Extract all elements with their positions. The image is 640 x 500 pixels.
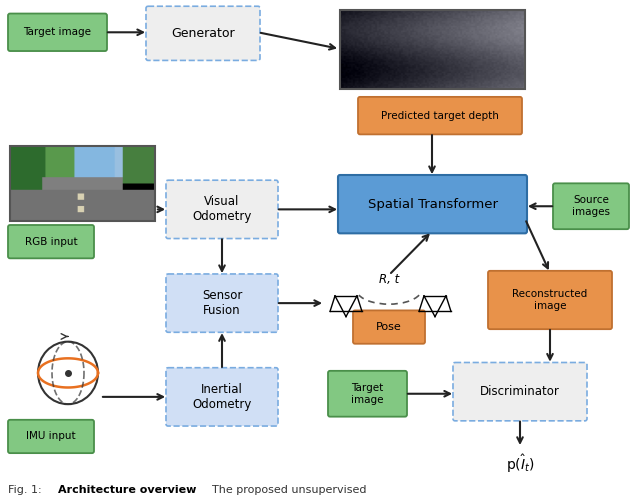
Text: Sensor
Fusion: Sensor Fusion (202, 289, 242, 317)
FancyBboxPatch shape (553, 184, 629, 229)
FancyBboxPatch shape (166, 274, 278, 332)
FancyBboxPatch shape (358, 97, 522, 134)
Text: Visual
Odometry: Visual Odometry (192, 196, 252, 224)
FancyBboxPatch shape (353, 310, 425, 344)
Bar (10, 146, 155, 221)
Text: Spatial Transformer: Spatial Transformer (367, 198, 497, 210)
Text: Inertial
Odometry: Inertial Odometry (192, 383, 252, 411)
Text: Architecture overview: Architecture overview (58, 484, 196, 494)
FancyBboxPatch shape (8, 14, 107, 51)
FancyBboxPatch shape (338, 175, 527, 234)
Text: IMU input: IMU input (26, 432, 76, 442)
Text: Predicted target depth: Predicted target depth (381, 110, 499, 120)
Text: The proposed unsupervised: The proposed unsupervised (205, 484, 367, 494)
Text: RGB input: RGB input (25, 236, 77, 246)
FancyBboxPatch shape (146, 6, 260, 60)
Text: Pose: Pose (376, 322, 402, 332)
Text: Source
images: Source images (572, 196, 610, 217)
Text: Fig. 1:: Fig. 1: (8, 484, 45, 494)
Text: Generator: Generator (171, 27, 235, 40)
FancyBboxPatch shape (8, 225, 94, 258)
Text: R, t: R, t (379, 272, 399, 285)
Text: Target image: Target image (24, 28, 92, 38)
Text: Reconstructed
image: Reconstructed image (513, 289, 588, 311)
Text: p($\hat{I}_t$): p($\hat{I}_t$) (506, 452, 534, 474)
Text: Discriminator: Discriminator (480, 385, 560, 398)
FancyBboxPatch shape (166, 180, 278, 238)
Bar (340, 10, 525, 88)
FancyBboxPatch shape (8, 420, 94, 453)
FancyBboxPatch shape (166, 368, 278, 426)
FancyBboxPatch shape (328, 371, 407, 416)
Text: Target
image: Target image (351, 383, 384, 404)
FancyBboxPatch shape (453, 362, 587, 421)
FancyBboxPatch shape (488, 271, 612, 329)
